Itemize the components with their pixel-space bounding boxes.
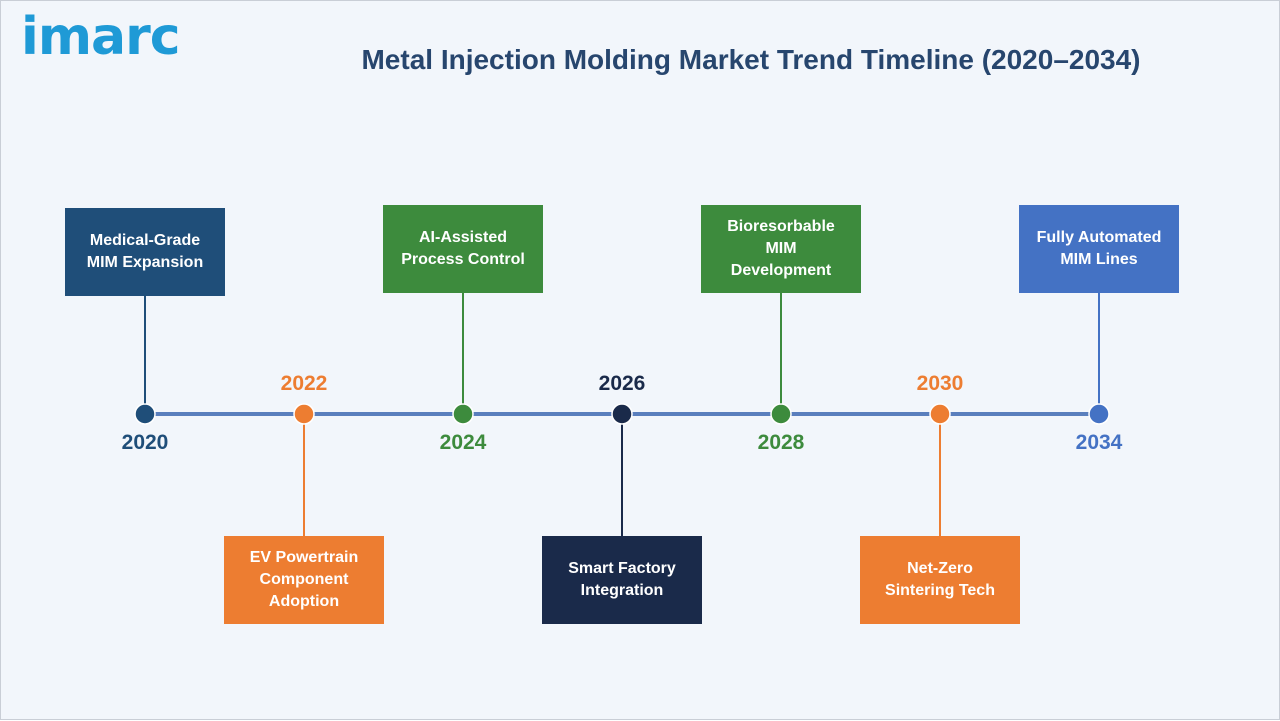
imarc-logo: imarc — [21, 7, 181, 67]
milestone-dot — [1088, 403, 1110, 425]
milestone-year: 2028 — [757, 431, 805, 454]
milestone-dot — [770, 403, 792, 425]
milestone-year: 2020 — [121, 431, 169, 454]
milestone-box: Smart Factory Integration — [542, 536, 702, 624]
milestone-year: 2024 — [439, 431, 487, 454]
milestone-year: 2030 — [916, 372, 964, 395]
milestone-dot — [134, 403, 156, 425]
milestone-dot — [293, 403, 315, 425]
milestone-dot — [611, 403, 633, 425]
milestone-box: EV Powertrain Component Adoption — [224, 536, 384, 624]
milestone-box: Medical-Grade MIM Expansion — [65, 208, 225, 296]
milestone-year: 2034 — [1075, 431, 1123, 454]
milestone-dot — [452, 403, 474, 425]
milestone-year: 2022 — [280, 372, 328, 395]
milestone-box: Bioresorbable MIM Development — [701, 205, 861, 293]
milestone-dot — [929, 403, 951, 425]
page-title: Metal Injection Molding Market Trend Tim… — [361, 44, 1141, 75]
milestone-year: 2026 — [598, 372, 646, 395]
milestone-box: AI-Assisted Process Control — [383, 205, 543, 293]
milestone-box: Net-Zero Sintering Tech — [860, 536, 1020, 624]
milestone-box: Fully Automated MIM Lines — [1019, 205, 1179, 293]
